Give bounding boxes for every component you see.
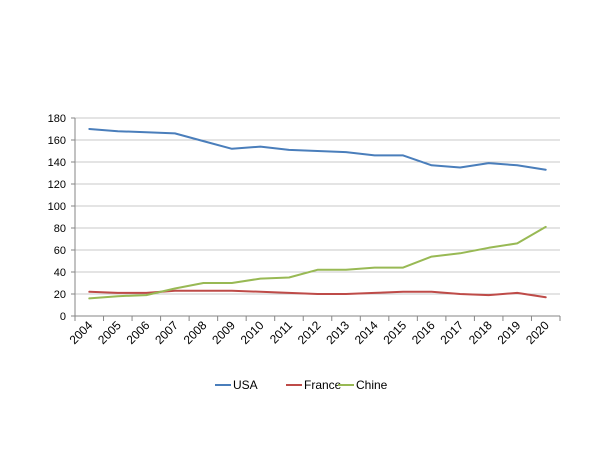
y-tick-label: 160 [48,135,66,147]
y-tick-label: 100 [48,201,66,213]
x-tick-label: 2011 [267,318,295,346]
y-tick-label: 80 [54,223,66,235]
x-tick-label: 2017 [437,318,466,347]
x-tick-label: 2014 [352,318,381,347]
x-tick-label: 2010 [238,318,267,347]
x-tick-label: 2004 [67,318,96,347]
x-tick-label: 2019 [495,318,524,347]
x-tick-label: 2005 [95,318,124,347]
y-tick-label: 120 [48,179,66,191]
series-line-usa [88,128,547,171]
y-tick-label: 40 [54,267,66,279]
series-line-chine [88,225,547,300]
series-lines [88,128,547,300]
axes [71,117,561,321]
legend-item-france: France [286,378,342,392]
x-tick-label: 2008 [181,318,210,347]
x-tick-label: 2015 [380,318,409,347]
x-axis-ticks: 2004 2005 2006 2007 2008 2009 2010 2011 2012 2013… [67,318,552,347]
y-axis-ticks: 0 20 40 60 80 100 120 140 160 180 [48,113,66,323]
gridlines [75,117,560,295]
x-tick-label: 2007 [152,318,181,347]
y-tick-label: 180 [48,113,66,125]
y-tick-label: 20 [54,289,66,301]
legend: USA France Chine [215,378,388,392]
y-tick-label: 0 [60,311,66,323]
y-tick-label: 60 [54,245,66,257]
x-tick-label: 2009 [209,318,238,347]
y-tick-label: 140 [48,157,66,169]
x-tick-label: 2016 [409,318,438,347]
legend-label: Chine [356,378,388,392]
legend-label: France [304,378,342,392]
legend-item-usa: USA [215,378,258,392]
x-tick-label: 2006 [124,318,153,347]
x-tick-label: 2013 [323,318,352,347]
legend-item-chine: Chine [338,378,388,392]
x-tick-label: 2012 [295,318,324,347]
legend-label: USA [233,378,258,392]
x-tick-label: 2018 [466,318,495,347]
x-tick-label: 2020 [523,318,552,347]
